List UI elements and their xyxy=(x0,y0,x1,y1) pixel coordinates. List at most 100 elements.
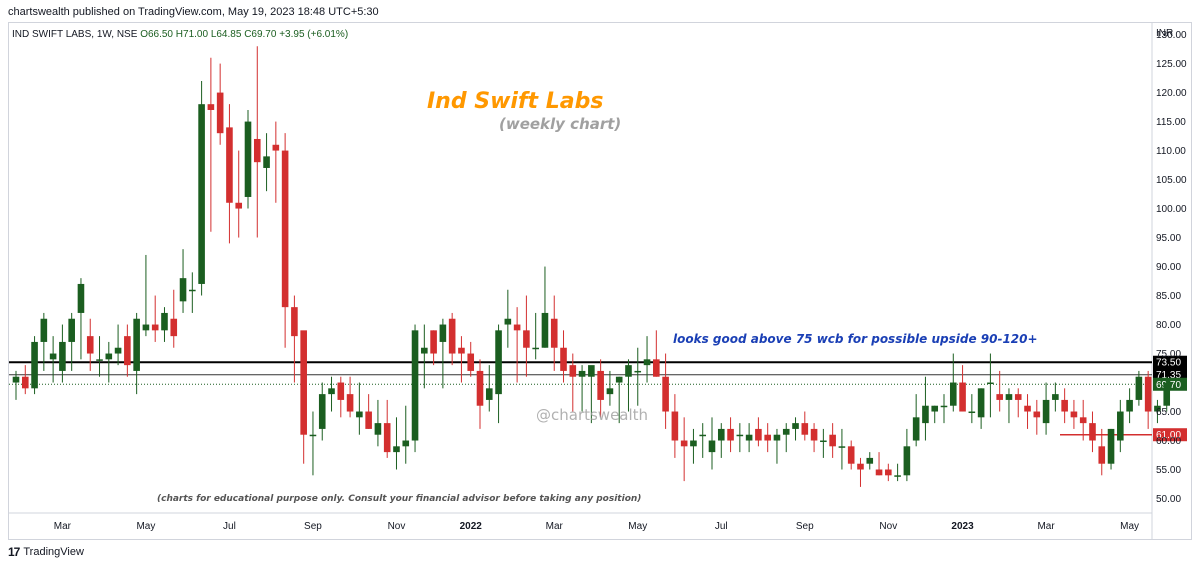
candle-body xyxy=(1126,399,1133,412)
level-price-box xyxy=(1153,355,1187,369)
candle-body xyxy=(1144,376,1152,412)
candle-body xyxy=(717,428,725,441)
candle xyxy=(727,417,734,453)
candle-body xyxy=(40,318,48,342)
candle xyxy=(717,423,725,458)
candle xyxy=(578,365,586,412)
candle-body xyxy=(736,434,744,437)
candle-body xyxy=(866,457,874,464)
x-tick-label: Mar xyxy=(1037,521,1055,532)
candle-body xyxy=(216,92,224,134)
candle xyxy=(940,394,948,424)
candle-body xyxy=(485,388,493,400)
candle-body xyxy=(207,104,215,110)
candle-body xyxy=(643,359,651,366)
candle xyxy=(671,394,679,458)
x-tick-label: 2023 xyxy=(951,521,974,532)
candle xyxy=(588,365,595,424)
published-header: chartswealth published on TradingView.co… xyxy=(8,6,379,18)
candle xyxy=(495,324,502,424)
candle-body xyxy=(745,434,753,441)
level-price-box xyxy=(1153,428,1187,442)
candle xyxy=(281,133,289,348)
candle-body xyxy=(198,104,205,284)
candle-body xyxy=(977,388,985,418)
chart-frame xyxy=(8,22,1192,540)
symbol-legend: IND SWIFT LABS, 1W, NSE O66.50 H71.00 L6… xyxy=(12,29,348,40)
candle-body xyxy=(244,121,252,197)
candle-body xyxy=(77,283,85,313)
candle xyxy=(105,341,113,383)
candle-body xyxy=(86,336,94,354)
candle xyxy=(161,307,168,342)
candle-body xyxy=(1052,394,1059,400)
candle-body xyxy=(68,318,75,342)
candle xyxy=(690,428,697,464)
candle xyxy=(1098,428,1106,476)
candle xyxy=(885,463,892,482)
candle-body xyxy=(782,428,790,435)
candle xyxy=(1005,388,1013,424)
candle-body xyxy=(541,312,549,348)
candle-body xyxy=(1098,446,1106,464)
candle-body xyxy=(421,347,428,354)
candle-body xyxy=(550,318,558,348)
candle-body xyxy=(634,370,642,373)
x-tick-label: May xyxy=(136,521,155,532)
candle-body xyxy=(1117,411,1124,441)
candle xyxy=(764,423,771,453)
candle-body xyxy=(847,446,855,464)
candle-body xyxy=(959,382,966,412)
candle xyxy=(699,423,707,458)
footer-brand[interactable]: TradingView xyxy=(23,546,84,558)
candle xyxy=(476,359,484,429)
candle-body xyxy=(448,318,456,354)
candle-body xyxy=(792,423,799,429)
candle-body xyxy=(912,417,920,441)
candle-body xyxy=(318,394,326,429)
candle-body xyxy=(235,202,243,209)
candle xyxy=(226,104,233,244)
candle-body xyxy=(597,370,604,400)
candle xyxy=(198,80,205,296)
candle-body xyxy=(337,382,345,400)
candle xyxy=(541,266,549,348)
candle xyxy=(550,295,558,371)
candle xyxy=(634,347,642,406)
candle-body xyxy=(1033,411,1041,418)
candle-body xyxy=(1154,405,1161,412)
candle xyxy=(337,376,345,418)
candle-body xyxy=(179,278,187,302)
y-tick-label: 55.00 xyxy=(1156,465,1181,476)
candle xyxy=(894,463,901,482)
candle-body xyxy=(1070,411,1078,418)
candle xyxy=(383,399,391,458)
x-tick-label: May xyxy=(1120,521,1139,532)
candle-body xyxy=(1163,382,1171,406)
candle xyxy=(1042,382,1050,435)
candle-body xyxy=(755,428,762,441)
candle xyxy=(1061,388,1068,424)
y-tick-label: 95.00 xyxy=(1156,233,1181,244)
candle xyxy=(374,399,382,447)
candle xyxy=(21,365,29,395)
candle-body xyxy=(838,446,846,448)
candle-body xyxy=(161,312,168,331)
candle xyxy=(922,376,929,441)
candle-body xyxy=(1042,399,1050,424)
candle xyxy=(439,318,447,389)
candle-body xyxy=(560,347,567,371)
candle-body xyxy=(532,347,539,350)
candle-body xyxy=(458,347,465,354)
candle-body xyxy=(820,440,827,443)
candle xyxy=(569,353,577,412)
candle-body xyxy=(690,440,697,447)
candle-body xyxy=(430,330,437,354)
candle-body xyxy=(49,353,57,360)
candle xyxy=(142,254,150,337)
candle xyxy=(170,289,178,348)
candle-body xyxy=(1005,394,1013,400)
y-tick-label: 65.00 xyxy=(1156,407,1181,418)
candle xyxy=(625,359,632,412)
